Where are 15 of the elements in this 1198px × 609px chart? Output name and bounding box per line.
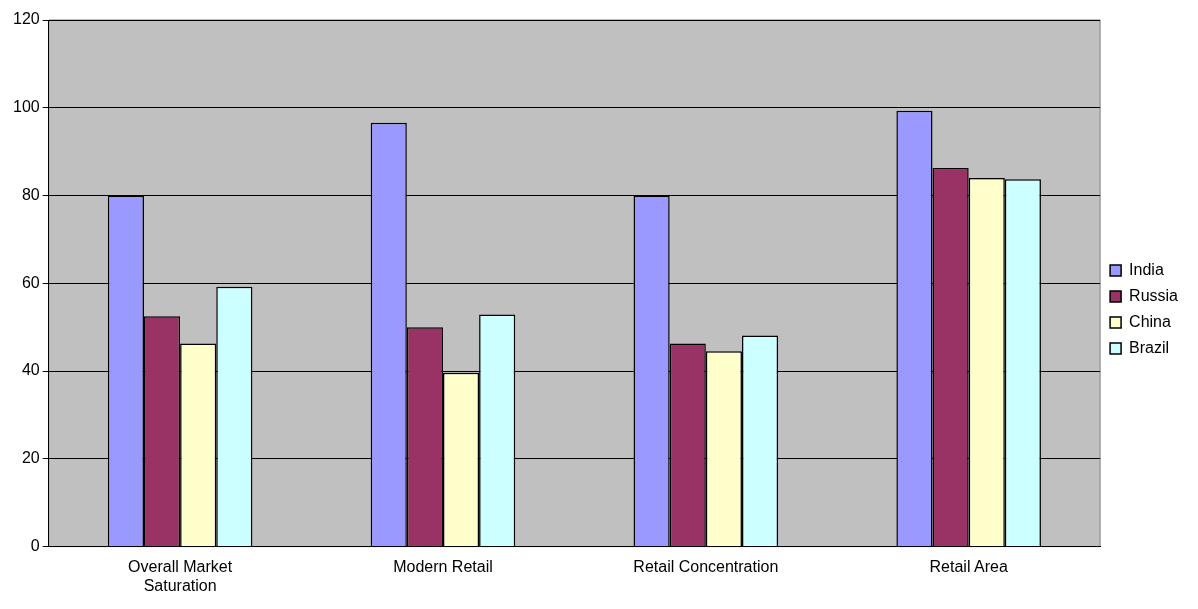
x-tick-label: Overall Market Saturation bbox=[128, 557, 233, 594]
legend-label: Russia bbox=[1129, 286, 1179, 304]
legend-label: China bbox=[1129, 312, 1171, 330]
y-tick-label: 20 bbox=[21, 449, 40, 467]
x-tick-label: Retail Area bbox=[929, 557, 1008, 575]
x-tick-label: Retail Concentration bbox=[633, 557, 779, 575]
legend-label: India bbox=[1129, 260, 1164, 278]
y-tick-label: 0 bbox=[30, 537, 40, 555]
y-tick-label: 100 bbox=[12, 98, 40, 116]
legend-label: Brazil bbox=[1129, 338, 1170, 356]
y-tick-label: 120 bbox=[12, 10, 40, 28]
x-tick-label: Modern Retail bbox=[393, 557, 493, 575]
y-tick-label: 40 bbox=[21, 361, 40, 379]
y-tick-label: 60 bbox=[21, 273, 40, 291]
y-tick-label: 80 bbox=[21, 185, 40, 203]
